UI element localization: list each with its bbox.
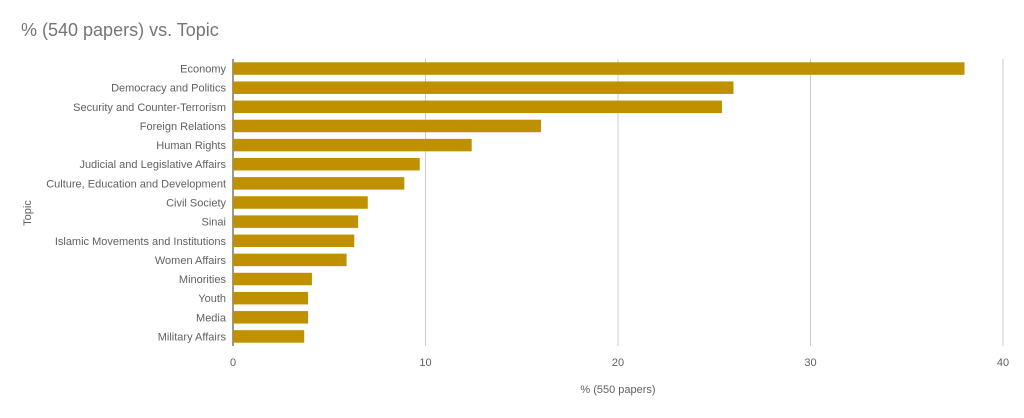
category-label: Foreign Relations <box>140 121 227 133</box>
bar <box>233 157 420 171</box>
x-tick-label: 10 <box>419 357 431 369</box>
bar <box>233 253 347 267</box>
bar <box>233 311 309 324</box>
x-tick-label: 0 <box>230 357 236 369</box>
category-label: Democracy and Politics <box>111 83 226 95</box>
bar <box>233 330 305 343</box>
category-label: Human Rights <box>156 140 226 152</box>
category-label: Sinai <box>202 217 226 229</box>
category-label: Military Affairs <box>158 331 227 343</box>
category-label: Youth <box>198 293 226 305</box>
category-label: Security and Counter-Terrorism <box>73 102 226 114</box>
category-label: Islamic Movements and Institutions <box>55 236 227 248</box>
x-tick-label: 20 <box>612 357 624 369</box>
bar <box>233 138 472 152</box>
bar <box>233 81 734 94</box>
x-tick-labels: 0 10 20 30 40 <box>230 357 1009 369</box>
chart-title: % (540 papers) vs. Topic <box>21 20 219 40</box>
bar <box>233 62 965 75</box>
bar <box>233 196 368 209</box>
bar <box>233 272 312 286</box>
bar <box>233 215 359 228</box>
category-label: Women Affairs <box>155 255 227 267</box>
bar <box>233 177 405 190</box>
category-label: Economy <box>180 64 226 76</box>
category-labels: Economy Democracy and Politics Security an… <box>46 64 227 344</box>
category-label: Judicial and Legislative Affairs <box>79 159 226 171</box>
x-axis-title: % (550 papers) <box>580 384 655 396</box>
x-tick-label: 30 <box>804 357 816 369</box>
bar <box>233 119 541 133</box>
category-label: Minorities <box>179 274 227 286</box>
x-tick-label: 40 <box>997 357 1009 369</box>
bar <box>233 100 722 114</box>
category-label: Civil Society <box>166 198 226 210</box>
bar <box>233 291 309 305</box>
category-label: Media <box>196 312 227 324</box>
category-label: Culture, Education and Development <box>46 178 226 190</box>
bars <box>233 62 965 343</box>
y-axis-title: Topic <box>22 200 34 226</box>
bar <box>233 234 355 248</box>
